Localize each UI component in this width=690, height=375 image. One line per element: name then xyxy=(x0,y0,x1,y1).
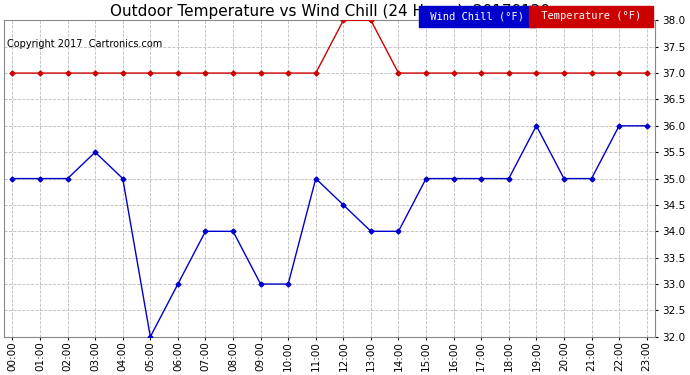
Title: Outdoor Temperature vs Wind Chill (24 Hours)  20170120: Outdoor Temperature vs Wind Chill (24 Ho… xyxy=(110,4,549,19)
Text: Temperature (°F): Temperature (°F) xyxy=(535,11,647,21)
Text: Wind Chill (°F): Wind Chill (°F) xyxy=(424,11,531,21)
Text: Copyright 2017  Cartronics.com: Copyright 2017 Cartronics.com xyxy=(7,39,162,50)
